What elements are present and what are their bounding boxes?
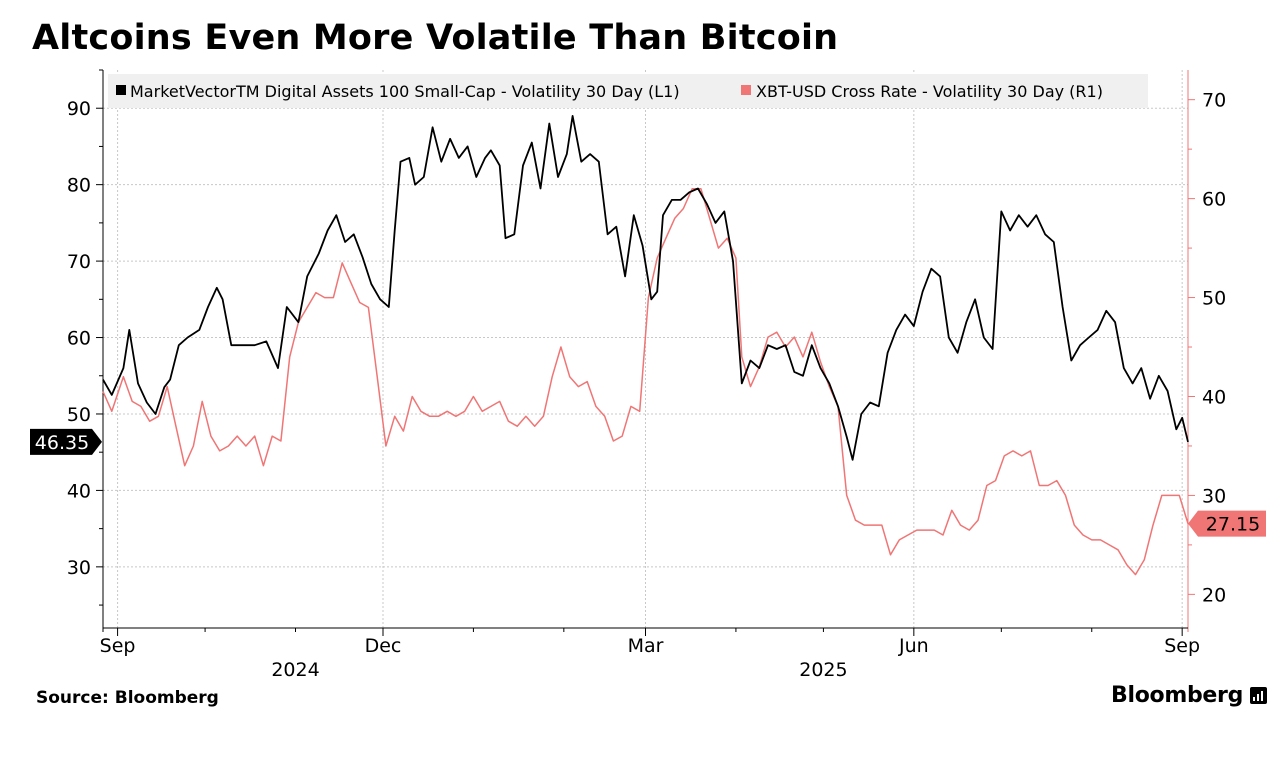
x-tick-label: Mar: [628, 635, 664, 657]
legend-label-altcoins: MarketVectorTM Digital Assets 100 Small-…: [130, 82, 680, 101]
left-tick-label: 80: [67, 175, 91, 197]
last-value-label-bitcoin: 27.15: [1206, 514, 1260, 536]
brand-logo: Bloomberg: [1111, 683, 1268, 708]
right-tick-label: 20: [1202, 584, 1226, 606]
right-tick-label: 70: [1202, 90, 1226, 112]
last-value-tag-bitcoin: [1188, 510, 1266, 537]
last-value-label-altcoins: 46.35: [35, 432, 89, 454]
left-tick-label: 60: [67, 328, 91, 350]
series-line-altcoins: [102, 115, 1189, 461]
grid-lines: [103, 70, 1188, 628]
left-tick-label: 40: [67, 480, 91, 502]
x-year-label: 2024: [271, 659, 319, 681]
right-tick-label: 30: [1202, 485, 1226, 507]
right-tick-label: 40: [1202, 386, 1226, 408]
right-tick-label: 50: [1202, 288, 1226, 310]
legend-background: [108, 74, 1148, 108]
left-tick-label: 50: [67, 404, 91, 426]
x-tick-label: Dec: [365, 635, 402, 657]
last-value-tags: 46.35 27.15: [30, 428, 1266, 537]
last-value-tag-altcoins: [30, 428, 102, 455]
series-lines: [102, 115, 1189, 576]
chart-title: Altcoins Even More Volatile Than Bitcoin: [32, 18, 839, 58]
x-tick-label: Jun: [898, 635, 929, 657]
x-tick-label: Sep: [100, 635, 136, 657]
source-note: Source: Bloomberg: [36, 688, 219, 708]
chart-legend: MarketVectorTM Digital Assets 100 Small-…: [108, 74, 1148, 108]
legend-swatch-altcoins: [116, 85, 126, 95]
terminal-icon: [1250, 687, 1268, 704]
left-tick-label: 90: [67, 98, 91, 120]
chart-axes: [96, 69, 1195, 636]
series-line-bitcoin: [102, 187, 1189, 576]
left-tick-label: 70: [67, 251, 91, 273]
left-tick-label: 30: [67, 557, 91, 579]
right-tick-label: 60: [1202, 189, 1226, 211]
x-year-label: 2025: [799, 659, 847, 681]
legend-label-bitcoin: XBT-USD Cross Rate - Volatility 30 Day (…: [756, 82, 1103, 101]
tick-labels: 30 40 50 60 70 80 90 20 30 40 50 60 70 Sep Dec Mar Jun Se…: [67, 90, 1226, 681]
x-tick-label: Sep: [1164, 635, 1200, 657]
legend-swatch-bitcoin: [741, 85, 751, 95]
brand-name: Bloomberg: [1111, 683, 1244, 708]
